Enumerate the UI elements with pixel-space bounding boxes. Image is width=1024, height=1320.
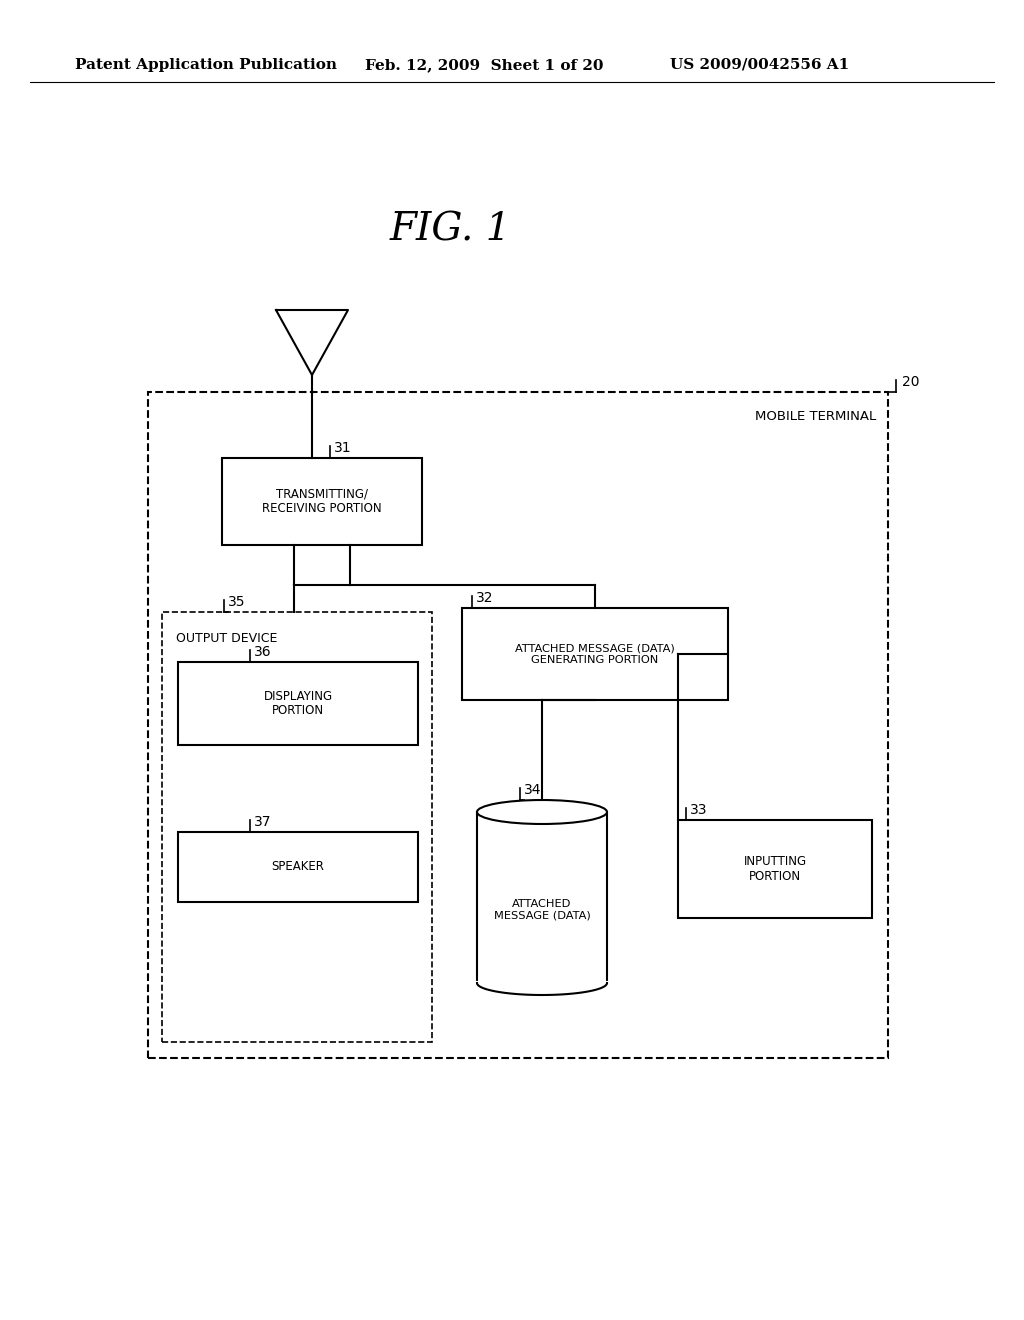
Text: Feb. 12, 2009  Sheet 1 of 20: Feb. 12, 2009 Sheet 1 of 20 — [365, 58, 603, 73]
Bar — [162, 612, 432, 1041]
Text: 20: 20 — [902, 375, 920, 389]
Text: FIG. 1: FIG. 1 — [390, 211, 512, 248]
Text: 32: 32 — [476, 591, 494, 605]
Bar — [678, 820, 872, 917]
Text: MOBILE TERMINAL: MOBILE TERMINAL — [755, 411, 876, 424]
Text: US 2009/0042556 A1: US 2009/0042556 A1 — [670, 58, 849, 73]
Text: 31: 31 — [334, 441, 351, 455]
Text: OUTPUT DEVICE: OUTPUT DEVICE — [176, 631, 278, 644]
Text: 34: 34 — [524, 783, 542, 797]
Bar — [148, 392, 888, 1059]
Text: Patent Application Publication: Patent Application Publication — [75, 58, 337, 73]
Text: SPEAKER: SPEAKER — [271, 861, 325, 874]
Text: 37: 37 — [254, 814, 271, 829]
Ellipse shape — [477, 972, 607, 995]
Text: 33: 33 — [690, 803, 708, 817]
Text: TRANSMITTING/
RECEIVING PORTION: TRANSMITTING/ RECEIVING PORTION — [262, 487, 382, 516]
Bar — [462, 609, 728, 700]
Text: 35: 35 — [228, 595, 246, 609]
Bar — [178, 832, 418, 902]
Bar — [222, 458, 422, 545]
Ellipse shape — [477, 800, 607, 824]
Text: 36: 36 — [254, 645, 271, 659]
Text: ATTACHED MESSAGE (DATA)
GENERATING PORTION: ATTACHED MESSAGE (DATA) GENERATING PORTI… — [515, 643, 675, 665]
Text: INPUTTING
PORTION: INPUTTING PORTION — [743, 855, 807, 883]
Bar — [178, 663, 418, 744]
Text: ATTACHED
MESSAGE (DATA): ATTACHED MESSAGE (DATA) — [494, 899, 591, 920]
Text: DISPLAYING
PORTION: DISPLAYING PORTION — [263, 689, 333, 718]
